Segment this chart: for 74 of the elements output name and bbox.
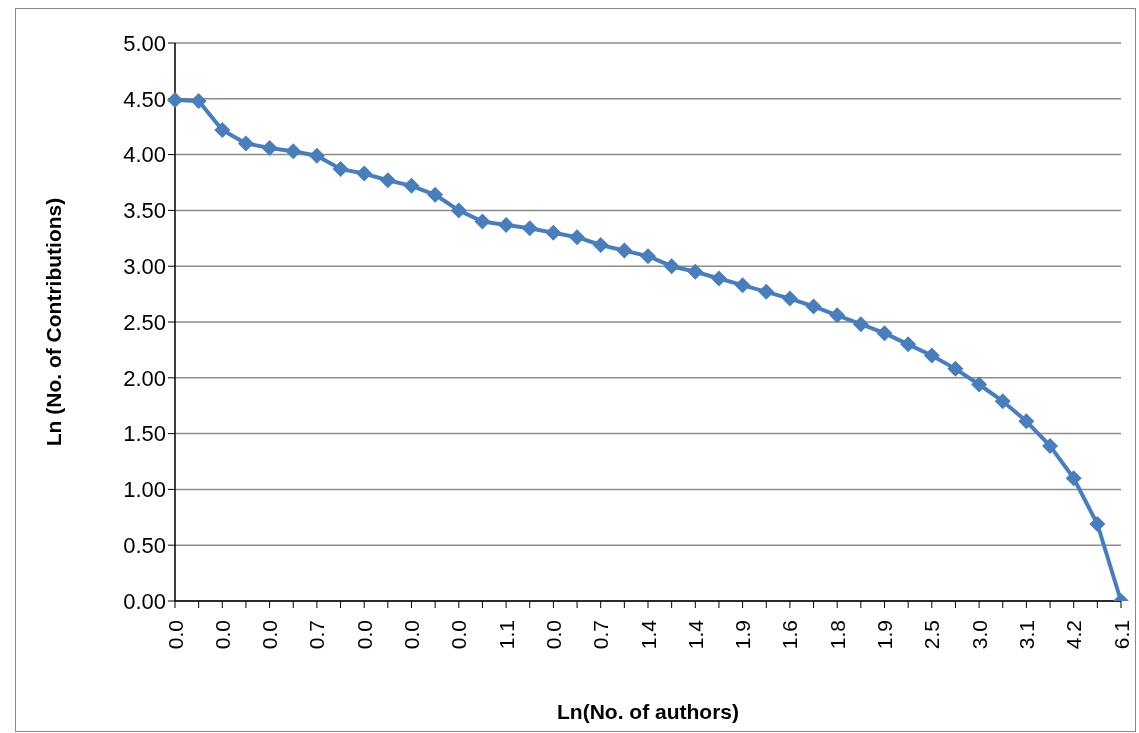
x-tick-label: 1.9 <box>873 620 896 650</box>
y-tick-label: 3.00 <box>123 254 166 280</box>
x-tick-label: 0.0 <box>400 620 423 650</box>
point <box>616 242 633 259</box>
point <box>308 147 325 164</box>
point <box>876 325 893 342</box>
point <box>900 336 917 353</box>
point <box>356 165 373 182</box>
y-tick-label: 2.50 <box>123 309 166 335</box>
y-tick-label: 0.50 <box>123 533 166 559</box>
point <box>640 248 656 265</box>
x-tick-label: 0.0 <box>447 620 471 650</box>
point <box>1089 516 1106 532</box>
point <box>332 161 349 178</box>
point <box>237 135 254 152</box>
x-tick-label: 1.4 <box>683 619 707 650</box>
point <box>1042 437 1059 454</box>
x-tick-label: 1.8 <box>825 620 849 650</box>
point <box>1018 413 1035 430</box>
point <box>167 91 183 108</box>
x-tick-label: 0.7 <box>589 620 613 650</box>
point <box>521 220 538 237</box>
y-tick-label: 2.00 <box>123 365 166 391</box>
x-tick-label: 6.1 <box>1109 620 1133 650</box>
x-tick-label: 0.7 <box>305 620 329 650</box>
point <box>1065 470 1082 487</box>
x-tick-label: 3.1 <box>1014 620 1038 650</box>
point <box>852 316 869 333</box>
point <box>710 270 727 287</box>
y-tick-label: 1.50 <box>123 421 166 447</box>
y-tick-label: 4.00 <box>123 142 166 168</box>
y-tick-label: 5.00 <box>123 30 166 56</box>
point <box>592 237 609 253</box>
x-axis-title: Ln(No. of authors) <box>557 700 739 723</box>
y-tick-label: 0.00 <box>123 588 166 614</box>
point <box>379 172 396 189</box>
x-tick-label: 2.5 <box>920 620 944 650</box>
point <box>971 376 988 393</box>
x-tick-label: 1.4 <box>636 619 660 650</box>
y-tick-label: 4.50 <box>123 86 166 112</box>
point <box>994 393 1011 410</box>
point <box>403 177 420 194</box>
x-tick-label: 0.0 <box>163 620 187 650</box>
point <box>214 122 231 139</box>
point <box>923 347 940 364</box>
point <box>805 298 822 315</box>
point <box>498 216 515 233</box>
y-tick-label: 1.00 <box>123 477 166 503</box>
point <box>569 229 586 246</box>
point <box>545 224 562 241</box>
y-axis-title: Ln (No. of Contributions) <box>42 197 66 447</box>
point <box>781 290 798 307</box>
point <box>758 283 775 300</box>
point <box>734 277 751 294</box>
point <box>829 307 846 324</box>
point <box>687 263 704 280</box>
point <box>450 202 467 219</box>
x-tick-label: 1.9 <box>731 620 755 650</box>
x-tick-label: 0.0 <box>352 620 376 650</box>
x-tick-label: 0.0 <box>541 620 565 650</box>
x-tick-label: 0.0 <box>258 620 282 650</box>
x-tick-label: 4.2 <box>1062 620 1086 650</box>
x-tick-label: 0.0 <box>210 620 234 650</box>
point <box>261 139 278 156</box>
point <box>947 360 964 377</box>
y-tick-label: 3.50 <box>123 198 166 224</box>
point <box>474 213 491 230</box>
point <box>285 143 302 160</box>
point <box>663 258 680 275</box>
point <box>190 93 207 110</box>
x-tick-label: 1.6 <box>778 620 802 650</box>
point <box>427 186 444 203</box>
x-tick-label: 1.1 <box>494 620 518 650</box>
x-tick-label: 3.0 <box>967 620 991 650</box>
